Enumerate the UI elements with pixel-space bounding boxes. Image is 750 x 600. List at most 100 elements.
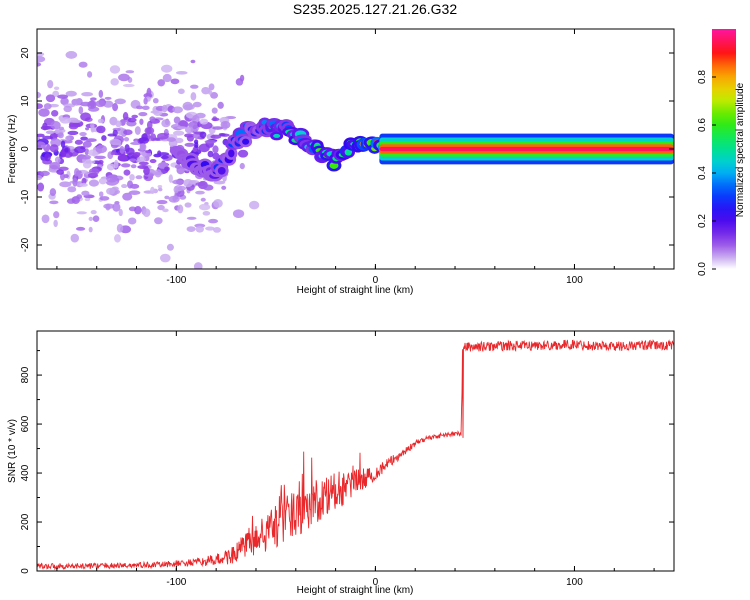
noise-speckle: [157, 184, 163, 189]
noise-speckle: [195, 225, 204, 233]
noise-speckle: [168, 174, 173, 183]
noise-speckle: [60, 140, 66, 148]
noise-speckle: [127, 180, 134, 189]
spectrogram-y-axis-label: Frequency (Hz): [7, 115, 18, 184]
noise-speckle: [118, 208, 123, 217]
noise-speckle: [74, 139, 83, 145]
noise-speckle: [70, 233, 80, 243]
noise-speckle: [208, 90, 213, 95]
noise-speckle: [84, 148, 90, 156]
noise-speckle: [220, 121, 231, 129]
carrier-band: [379, 146, 674, 152]
y-tick-label: 800: [20, 366, 31, 383]
noise-speckle: [172, 179, 185, 185]
noise-speckle: [75, 226, 86, 231]
noise-speckle: [125, 70, 135, 74]
noise-speckle: [190, 92, 197, 101]
noise-speckle: [74, 146, 86, 154]
noise-speckle: [186, 226, 196, 232]
noise-speckle: [38, 108, 50, 117]
y-tick-label: -20: [20, 237, 31, 252]
noise-speckle: [105, 203, 111, 211]
noise-speckle: [56, 169, 65, 175]
noise-speckle: [213, 227, 221, 233]
noise-speckle: [149, 158, 157, 164]
noise-speckle: [130, 164, 137, 169]
snr-x-axis-label: Height of straight line (km): [297, 585, 414, 596]
noise-speckle: [161, 119, 171, 128]
noise-speckle: [204, 139, 217, 144]
noise-speckle: [173, 116, 181, 124]
noise-speckle: [84, 197, 91, 202]
colorbar-gradient: [712, 29, 736, 269]
colorbar-tick-label: 0.0: [697, 262, 708, 276]
noise-speckle: [64, 147, 69, 153]
noise-speckle: [177, 126, 187, 130]
noise-speckle: [121, 184, 128, 189]
noise-speckle: [161, 104, 168, 113]
noise-speckle: [138, 111, 148, 117]
noise-speckle: [164, 166, 170, 172]
noise-speckle: [232, 209, 245, 219]
noise-speckle: [79, 183, 88, 187]
noise-speckle: [249, 200, 260, 210]
x-tick-label: 100: [566, 577, 583, 588]
noise-speckle: [49, 200, 59, 205]
noise-speckle: [183, 178, 193, 188]
noise-speckle: [45, 130, 55, 135]
noise-speckle: [79, 154, 92, 160]
colorbar-tick-label: 0.2: [697, 214, 708, 228]
noise-speckle: [122, 83, 135, 88]
noise-speckle: [95, 144, 107, 154]
noise-speckle: [90, 210, 97, 215]
snr-y-axis-label: SNR (10 * v/v): [7, 419, 18, 483]
colorbar: 0.0 0.2 0.4 0.6 0.8: [697, 29, 736, 276]
noise-speckle: [157, 204, 165, 211]
noise-speckle: [95, 100, 106, 108]
noise-speckle: [184, 202, 192, 208]
noise-speckle: [37, 182, 45, 192]
noise-speckle: [78, 61, 88, 68]
noise-speckle: [97, 118, 104, 124]
noise-speckle: [63, 105, 72, 113]
y-tick-label: 600: [20, 415, 31, 432]
noise-speckle: [88, 216, 93, 221]
noise-speckle: [157, 132, 169, 140]
noise-speckle: [154, 217, 163, 225]
noise-speckle: [71, 98, 82, 106]
noise-speckle: [59, 117, 72, 124]
noise-speckle: [106, 174, 118, 183]
noise-speckle: [143, 97, 148, 105]
noise-speckle: [120, 163, 131, 168]
noise-speckle: [192, 101, 202, 108]
noise-speckle: [99, 196, 110, 201]
noise-speckle: [131, 114, 139, 119]
noise-speckle: [134, 126, 141, 135]
noise-speckle: [186, 135, 194, 142]
y-tick-label: 20: [20, 47, 31, 59]
noise-speckle: [79, 131, 87, 137]
noise-speckle: [53, 211, 60, 219]
noise-speckle: [157, 79, 166, 87]
noise-speckle: [60, 97, 69, 106]
noise-speckle: [195, 112, 206, 119]
noise-speckle: [208, 218, 219, 224]
noise-speckle: [106, 187, 115, 195]
noise-speckle: [152, 98, 159, 104]
noise-speckle: [135, 175, 143, 180]
noise-speckle: [211, 107, 218, 114]
noise-speckle: [112, 202, 121, 212]
noise-speckle: [122, 112, 129, 121]
noise-speckle: [57, 132, 64, 139]
noise-speckle: [118, 73, 130, 82]
noise-speckle: [182, 101, 194, 111]
noise-speckle: [53, 86, 60, 91]
noise-speckle: [159, 253, 171, 263]
noise-speckle: [37, 91, 42, 99]
noise-speckle: [139, 143, 147, 151]
noise-speckle: [98, 89, 104, 98]
noise-speckle: [190, 84, 199, 89]
snr-plot: [37, 339, 674, 571]
snr-axes: -100 0 100 0 200 400 600 800: [20, 331, 674, 588]
noise-speckle: [52, 90, 60, 97]
